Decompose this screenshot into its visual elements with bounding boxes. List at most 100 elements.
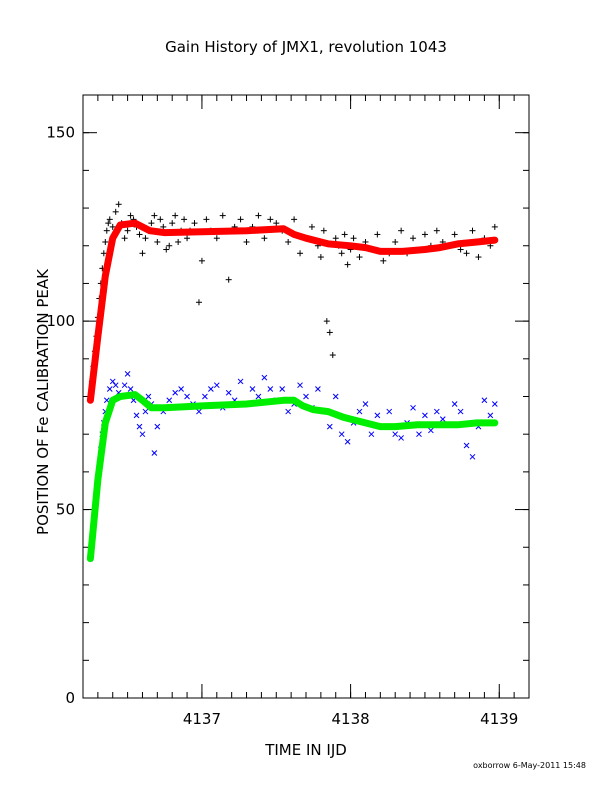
smooth-series-line: [86, 391, 499, 563]
smooth-series-line: [86, 219, 499, 404]
data-point: [103, 227, 110, 234]
cross-marker-b: [439, 416, 446, 422]
data-point: [356, 408, 363, 415]
data-point: [237, 378, 244, 385]
data-point: [326, 329, 333, 336]
data-point: [166, 242, 173, 249]
data-point: [163, 246, 170, 253]
data-point: [112, 208, 119, 215]
data-point: [469, 453, 476, 460]
cross-marker-b: [457, 408, 464, 415]
data-point: [109, 223, 116, 230]
y-tick-label: 50: [56, 501, 75, 519]
data-point: [127, 386, 134, 392]
data-point: [255, 393, 262, 400]
data-point: [133, 412, 140, 419]
data-point: [213, 235, 220, 242]
data-point: [202, 393, 208, 400]
data-point: [196, 408, 202, 415]
cross-marker-b: [285, 408, 292, 415]
data-point: [398, 435, 405, 441]
y-tick-label: 100: [46, 312, 75, 330]
cross-marker-b: [225, 389, 232, 396]
cross-marker-b: [249, 386, 256, 392]
cross-marker-b: [261, 374, 268, 381]
cross-marker-b: [487, 412, 494, 419]
data-point: [267, 216, 274, 223]
x-tick-label: 4138: [332, 710, 370, 728]
data-point: [451, 231, 458, 238]
data-point: [157, 216, 164, 223]
data-point: [225, 389, 232, 396]
data-point: [102, 238, 109, 245]
cross-marker-b: [428, 427, 434, 434]
data-point: [285, 238, 292, 245]
cross-marker-b: [109, 378, 116, 385]
cross-marker-b: [374, 412, 381, 419]
data-point: [291, 216, 298, 223]
data-point: [178, 386, 184, 392]
data-point: [255, 212, 262, 219]
data-point: [106, 216, 113, 223]
data-point: [225, 276, 232, 283]
cross-marker-b: [491, 401, 498, 407]
data-point: [439, 416, 446, 422]
cross-marker-b: [279, 386, 286, 392]
data-point: [109, 378, 116, 385]
data-point: [184, 393, 190, 400]
cross-marker-b: [422, 412, 428, 419]
data-point: [267, 386, 274, 392]
cross-marker-b: [416, 431, 422, 438]
data-point: [148, 220, 155, 227]
data-point: [433, 408, 440, 415]
data-point: [142, 235, 149, 242]
data-point: [154, 238, 161, 245]
axis-tick-labels: 4137 4138 4139 0 50 100 150: [46, 124, 518, 728]
y-tick-label: 150: [46, 124, 75, 142]
data-point: [195, 299, 202, 306]
cross-marker-b: [136, 423, 143, 430]
data-point: [100, 250, 107, 257]
data-point: [243, 238, 250, 245]
axis-ticks: [82, 94, 530, 699]
data-point: [191, 220, 198, 227]
data-point: [145, 393, 152, 400]
cross-marker-b: [410, 404, 416, 411]
data-point: [184, 235, 191, 242]
cross-marker-b: [267, 386, 274, 392]
data-point: [273, 220, 280, 227]
data-point: [124, 371, 131, 377]
cross-marker-b: [451, 401, 458, 407]
data-point: [323, 318, 330, 325]
data-point: [487, 412, 494, 419]
cross-marker-b: [469, 453, 476, 460]
cross-marker-b: [332, 393, 339, 400]
data-point: [203, 216, 210, 223]
cross-marker-b: [362, 401, 369, 407]
cross-marker-b: [356, 408, 363, 415]
data-point: [112, 382, 119, 389]
data-point: [428, 427, 434, 434]
data-point: [315, 386, 321, 392]
data-point: [362, 238, 369, 245]
data-point: [166, 397, 173, 404]
data-point: [249, 386, 256, 392]
cross-marker-b: [184, 393, 190, 400]
cross-marker-b: [106, 386, 113, 392]
cross-marker-b: [303, 393, 309, 400]
x-tick-label: 4139: [480, 710, 518, 728]
cross-marker-b: [178, 386, 184, 392]
data-point: [350, 235, 357, 242]
data-point: [469, 227, 476, 234]
cross-marker-b: [142, 408, 149, 415]
data-point: [121, 235, 128, 242]
data-point: [410, 235, 417, 242]
chart-title: Gain History of JMX1, revolution 1043: [165, 38, 447, 56]
data-point: [491, 401, 498, 407]
footer-timestamp: oxborrow 6-May-2011 15:48: [473, 761, 586, 770]
data-point: [172, 389, 179, 396]
cross-marker-b: [139, 431, 146, 438]
data-point: [121, 382, 128, 389]
cross-marker-b: [166, 397, 173, 404]
